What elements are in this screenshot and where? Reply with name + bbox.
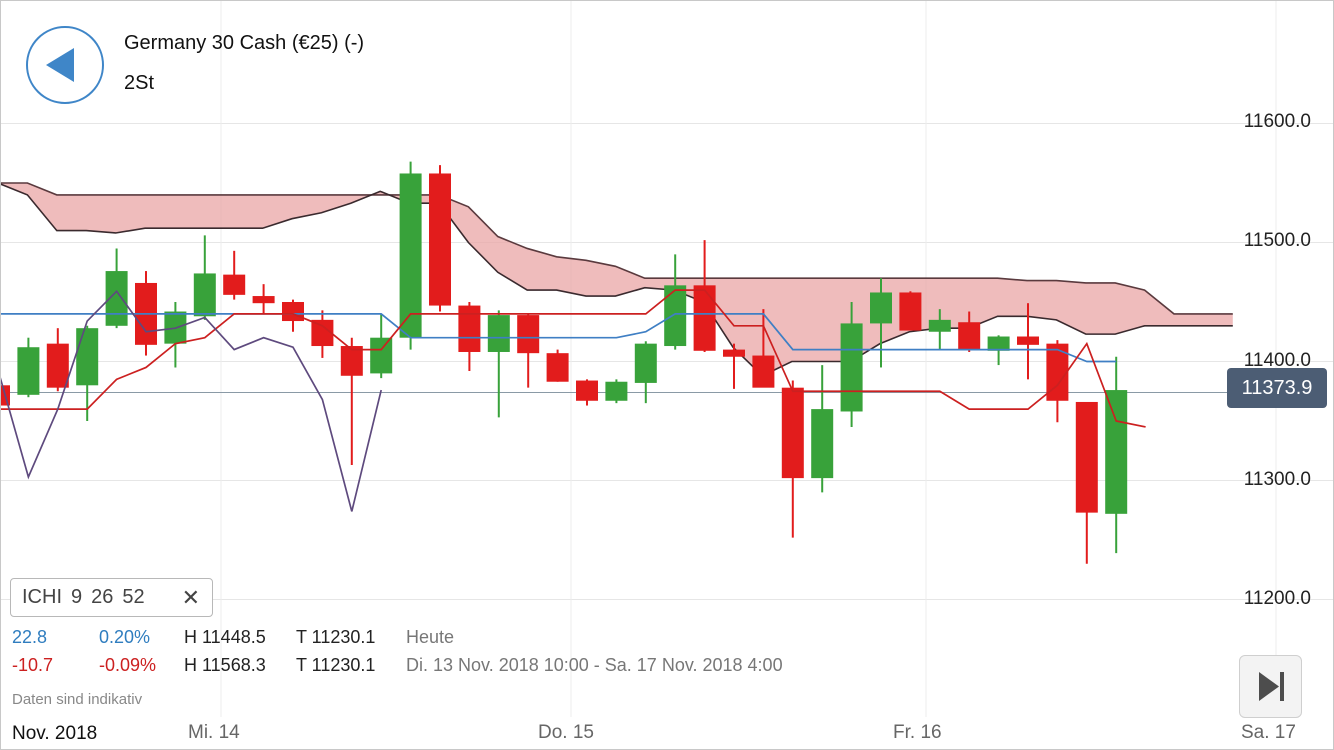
x-tick-label: Sa. 17	[1241, 722, 1296, 743]
candle-body	[17, 347, 40, 395]
x-tick-label: Mi. 14	[188, 722, 240, 743]
candle-body	[693, 285, 716, 351]
candle-body	[399, 173, 422, 338]
today-percent: 0.20%	[99, 627, 151, 647]
candle-body	[46, 343, 69, 388]
candle-body	[1075, 401, 1098, 513]
candle-body	[840, 323, 863, 412]
candle-body	[252, 296, 275, 304]
indicator-param: 52	[122, 586, 145, 608]
candle-body	[458, 305, 481, 352]
tenkan-sen-line	[1, 289, 1146, 428]
y-tick-label: 11200.0	[1243, 588, 1311, 609]
candle-body	[223, 274, 246, 295]
timeframe-label: 2St	[124, 72, 155, 94]
x-tick-label: Nov. 2018	[1, 717, 109, 749]
candle-body	[517, 315, 540, 354]
skip-to-end-icon	[1259, 672, 1284, 701]
current-price-badge: 11373.9	[1227, 368, 1327, 408]
chart-grid	[1, 1, 1333, 717]
range-high: H 11568.3	[184, 655, 266, 675]
range-change: -10.7	[12, 655, 54, 675]
cloud-fill	[1, 183, 1233, 376]
indicator-param: 26	[91, 586, 114, 608]
today-change: 22.8	[12, 627, 48, 647]
today-label: Heute	[406, 627, 455, 647]
close-icon[interactable]: ✕	[181, 585, 200, 610]
candle-body	[899, 292, 922, 331]
candle-body	[429, 173, 451, 306]
today-high: H 11448.5	[184, 627, 266, 647]
today-low: T 11230.1	[296, 627, 376, 647]
candle-body	[487, 315, 510, 352]
candle-body	[870, 292, 892, 324]
candle-body	[605, 381, 628, 401]
indicator-name: ICHI	[22, 586, 62, 608]
back-button[interactable]	[26, 26, 104, 104]
candle-body	[1105, 390, 1128, 514]
indicator-chip[interactable]: ICHI 9 26 52 ✕	[10, 578, 213, 617]
instrument-title: Germany 30 Cash (€25) (-)	[124, 32, 365, 54]
candle-body	[311, 319, 334, 347]
candle-body	[340, 346, 363, 376]
y-tick-label: 11600.0	[1243, 111, 1311, 132]
chikou-span-line	[1, 289, 383, 512]
x-tick-label: Fr. 16	[893, 722, 942, 743]
candle-body	[928, 319, 951, 332]
candle-body	[546, 353, 569, 382]
back-arrow-icon	[46, 48, 74, 82]
candle-body	[105, 271, 128, 326]
y-tick-label: 11500.0	[1243, 230, 1311, 251]
disclaimer-text: Daten sind indikativ	[12, 691, 143, 708]
candle-body	[752, 355, 775, 388]
candle-body	[1017, 336, 1039, 345]
candlesticks	[1, 161, 1128, 564]
candle-body	[781, 387, 804, 479]
candle-body	[1046, 343, 1069, 401]
range-label: Di. 13 Nov. 2018 10:00 - Sa. 17 Nov. 201…	[406, 655, 783, 675]
candle-body	[370, 337, 393, 374]
candle-body	[193, 273, 216, 317]
y-tick-label: 11300.0	[1243, 469, 1311, 490]
indicator-lines	[1, 289, 1146, 512]
range-low: T 11230.1	[296, 655, 376, 675]
senkou-span-a	[1, 182, 1233, 315]
candle-body	[76, 328, 99, 386]
y-tick-label: 11400.0	[1243, 350, 1311, 371]
candle-body	[958, 322, 981, 350]
indicator-param: 9	[71, 586, 83, 608]
skip-to-end-button[interactable]	[1239, 655, 1302, 718]
range-percent: -0.09%	[99, 655, 157, 675]
kijun-sen-line	[1, 313, 1117, 363]
candle-body	[723, 349, 745, 357]
candle-body	[664, 285, 687, 347]
candle-body	[811, 409, 834, 479]
candle-body	[576, 380, 598, 401]
candle-body	[282, 302, 304, 322]
x-tick-label: Do. 15	[538, 722, 594, 743]
candle-body	[987, 336, 1010, 351]
candle-body	[634, 343, 657, 383]
